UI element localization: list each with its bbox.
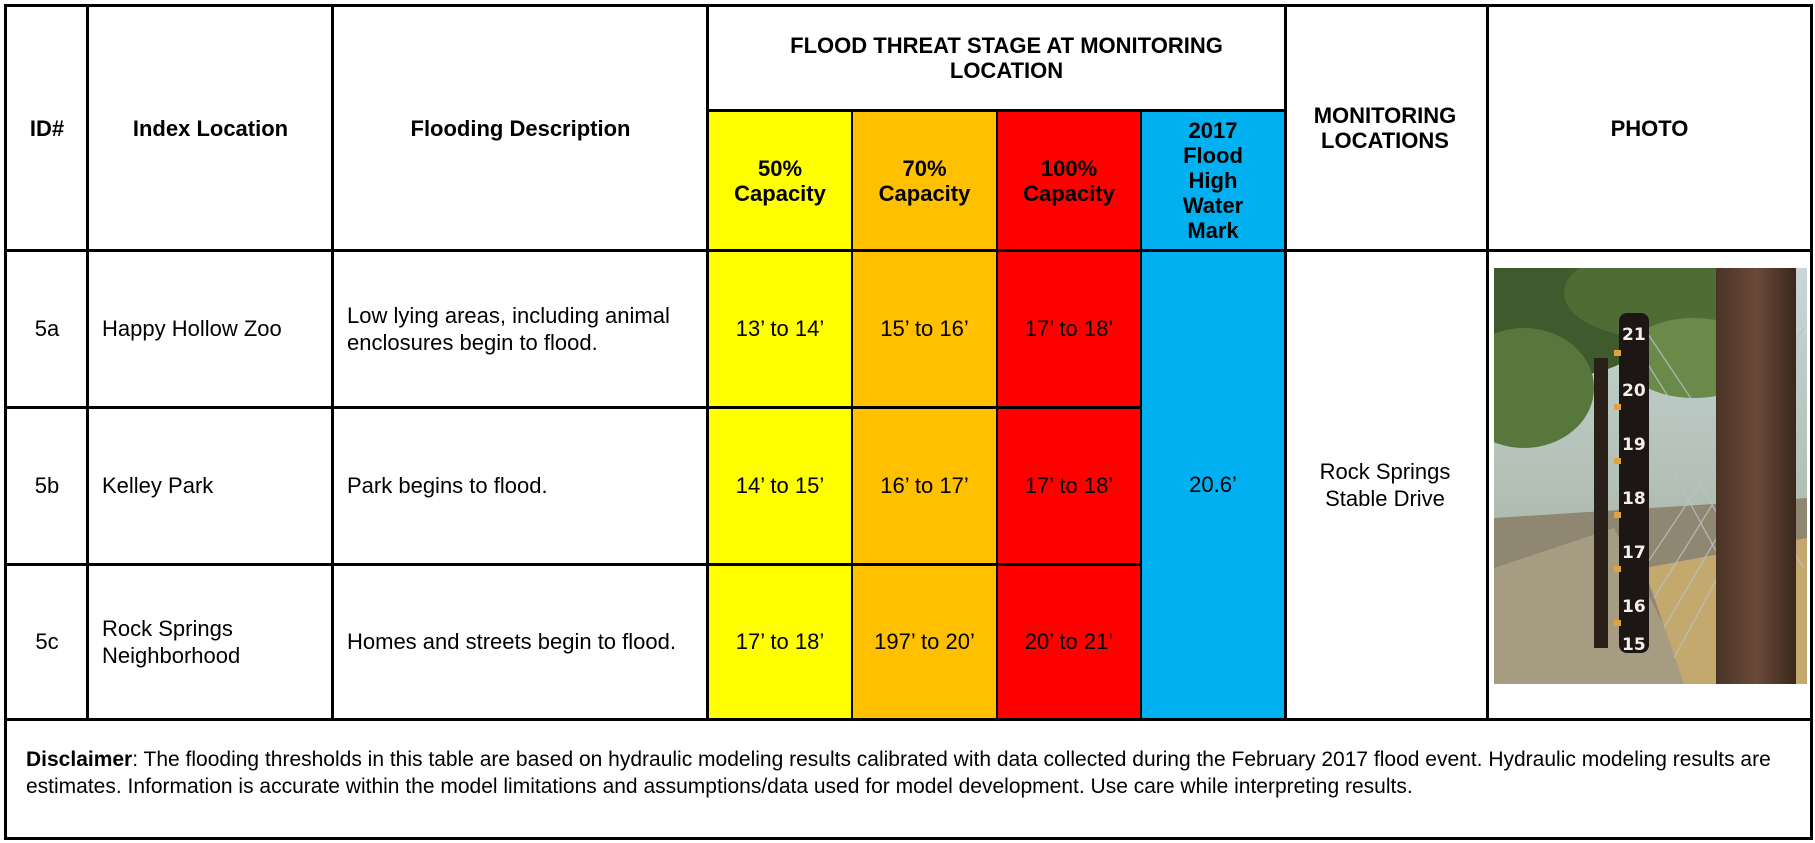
cap70-column-fill — [852, 111, 997, 719]
gauge-mark-20: 20 — [1622, 381, 1646, 401]
header-flooding-description: Flooding Description — [410, 115, 631, 141]
row-5c-description: Homes and streets begin to flood. — [347, 629, 676, 654]
header-photo: PHOTO — [1610, 115, 1689, 141]
row-5b-description: Park begins to flood. — [347, 473, 548, 498]
cap100-column-fill — [997, 111, 1141, 719]
row-5a-cap70: 15’ to 16’ — [880, 316, 969, 341]
row-5b-location: Kelley Park — [102, 473, 214, 498]
border-bottom — [4, 837, 1813, 840]
hwm-column-fill — [1141, 111, 1285, 719]
gauge-mark-16: 16 — [1622, 597, 1646, 617]
row-5a-description: Low lying areas, including animal enclos… — [347, 302, 670, 355]
row-5c-cap100: 20’ to 21’ — [1024, 629, 1114, 654]
rule-col-3 — [706, 4, 709, 720]
gauge-mark-18: 18 — [1622, 489, 1646, 509]
border-right — [1810, 4, 1813, 839]
border-top — [4, 4, 1813, 7]
rule-header-bottom — [4, 249, 1813, 252]
row-5a-cap50: 13’ to 14’ — [735, 316, 825, 341]
rule-col-7 — [1284, 4, 1287, 720]
row-5b-cap70: 16’ to 17’ — [880, 473, 969, 498]
rule-col-6 — [1140, 109, 1142, 720]
header-cap100: 100% Capacity — [1023, 155, 1115, 206]
row-5b-cap100: 17’ to 18’ — [1024, 473, 1114, 498]
header-flood-threat-stage: FLOOD THREAT STAGE AT MONITORING LOCATIO… — [790, 33, 1223, 83]
gauge-mark-19: 19 — [1622, 435, 1646, 455]
row-5c-cap70: 197’ to 20’ — [874, 629, 975, 654]
header-high-water-mark: 2017 Flood High Water Mark — [1182, 118, 1244, 243]
gauge-mark-17: 17 — [1622, 543, 1646, 563]
header-cap50: 50% Capacity — [734, 155, 826, 206]
row-5a-cap100: 17’ to 18’ — [1024, 316, 1114, 341]
disclaimer-label: Disclaimer — [26, 748, 133, 771]
cap50-column-fill — [708, 111, 852, 719]
header-cap70: 70% Capacity — [878, 155, 971, 206]
staff-gauge-photo: 21 20 19 18 17 16 15 — [1494, 268, 1807, 684]
row-5a-location: Happy Hollow Zoo — [102, 316, 282, 341]
rule-row-5a — [4, 406, 1141, 409]
header-monitoring-locations: MONITORING LOCATIONS — [1313, 103, 1457, 153]
row-5c-location: Rock Springs Neighborhood — [102, 615, 241, 668]
row-5c-cap50: 17’ to 18’ — [735, 629, 825, 654]
monitoring-location-value: Rock Springs Stable Drive — [1319, 458, 1451, 511]
row-5a-id: 5a — [34, 316, 60, 341]
rule-col-4 — [851, 109, 853, 720]
rule-col-5 — [996, 109, 998, 720]
rule-col-1 — [86, 4, 89, 720]
row-5b-id: 5b — [34, 473, 60, 498]
disclaimer: Disclaimer: The flooding thresholds in t… — [26, 746, 1796, 800]
disclaimer-text: : The flooding thresholds in this table … — [26, 748, 1771, 798]
gauge-mark-15: 15 — [1622, 635, 1646, 655]
gauge-mark-21: 21 — [1622, 325, 1646, 345]
header-index-location: Index Location — [132, 115, 289, 141]
border-left — [4, 4, 7, 839]
rule-col-2 — [331, 4, 334, 720]
row-5b-cap50: 14’ to 15’ — [735, 473, 825, 498]
rule-col-8 — [1486, 4, 1489, 720]
header-id: ID# — [29, 115, 65, 141]
high-water-mark-value: 20.6’ — [1189, 472, 1237, 497]
rule-row-5b — [4, 563, 1141, 566]
row-5c-id: 5c — [35, 629, 59, 654]
rule-table-bottom — [4, 718, 1813, 721]
